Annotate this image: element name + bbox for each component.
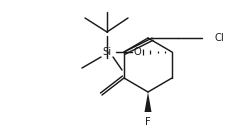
Text: Cl: Cl bbox=[214, 33, 224, 43]
Text: F: F bbox=[145, 117, 151, 127]
Polygon shape bbox=[145, 92, 151, 112]
Text: O: O bbox=[133, 47, 141, 57]
Text: Si: Si bbox=[103, 47, 112, 57]
